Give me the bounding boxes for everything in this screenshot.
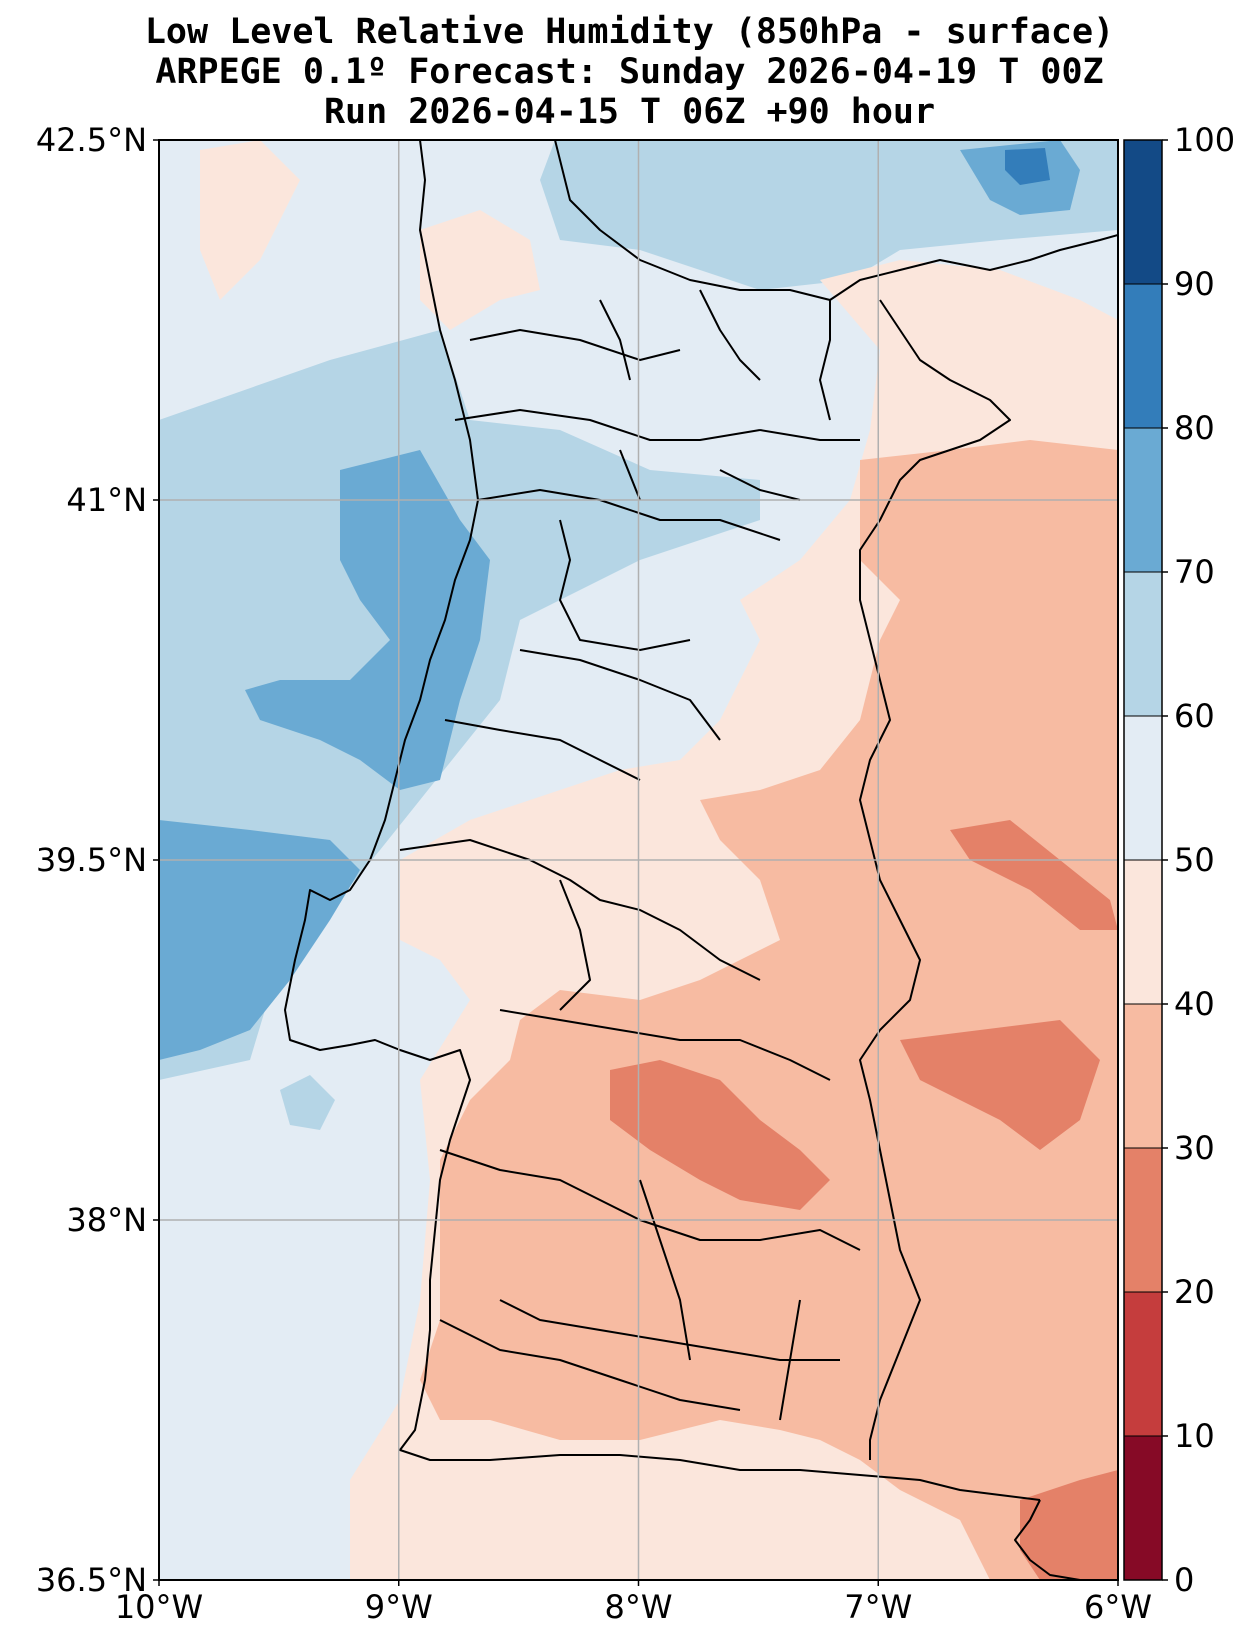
colorbar-segment [1124,860,1162,1004]
gridlines [159,140,1118,1580]
colorbar-label: 20 [1174,1273,1215,1311]
colorbar-segment [1124,140,1162,284]
title-line-2: ARPEGE 0.1º Forecast: Sunday 2026-04-19 … [155,52,1104,92]
humidity-field-30-40 [420,440,1118,1580]
humidity-field-70-80 [245,450,490,790]
humidity-field-20-30 [1020,1470,1118,1580]
colorbar-label: 80 [1174,409,1215,447]
longitude-tick-label: 7°W [844,1588,912,1626]
district-boundaries-north [599,289,860,501]
longitude-tick-label: 9°W [365,1588,433,1626]
latitude-tick-label: 42.5°N [36,121,147,159]
humidity-field-20-30 [610,1060,830,1210]
humidity-field-20-30 [950,820,1118,930]
border-north [554,140,1118,301]
humidity-field-60-70 [280,1075,335,1130]
colorbar-segment [1124,1436,1162,1580]
colorbar-segment [1124,284,1162,428]
colorbar-segment [1124,1004,1162,1148]
latitude-tick-label: 38°N [66,1201,147,1239]
title-line-3: Run 2026-04-15 T 06Z +90 hour [323,92,936,132]
colorbar-segment [1124,1292,1162,1436]
colorbar-segment [1124,716,1162,860]
latitude-tick-labels: 36.5°N 38°N 39.5°N 41°N 42.5°N [36,121,159,1599]
colorbar-label: 70 [1174,553,1215,591]
humidity-field-40-50 [420,210,540,330]
border-spain-portugal-east [859,299,1011,1460]
latitude-tick-label: 36.5°N [36,1561,147,1599]
colorbar-label: 0 [1174,1561,1194,1599]
humidity-field-70-80 [159,820,360,1060]
longitude-tick-label: 8°W [605,1588,673,1626]
colorbar-segment [1124,572,1162,716]
longitude-tick-label: 6°W [1084,1588,1152,1626]
boundaries [284,140,1118,1580]
colorbar-label: 60 [1174,697,1215,735]
colorbar-label: 90 [1174,265,1215,303]
coastline-west [284,140,1041,1501]
colorbar-label: 50 [1174,841,1215,879]
colorbar-label: 30 [1174,1129,1215,1167]
colorbar-segment [1124,1148,1162,1292]
longitude-tick-label: 10°W [115,1588,203,1626]
colorbar-frame [1123,139,1163,1581]
map-plot-area [159,140,1118,1580]
latitude-tick-label: 41°N [66,481,147,519]
colorbar: 0 10 20 30 40 50 60 70 80 90 100 [1123,121,1235,1599]
humidity-field-40-50 [200,140,300,300]
map-title: Low Level Relative Humidity (850hPa - su… [0,12,1259,132]
colorbar-label: 100 [1174,121,1235,159]
humidity-field-20-30 [900,1020,1100,1150]
title-line-1: Low Level Relative Humidity (850hPa - su… [144,12,1115,52]
coastline-southeast [1014,1499,1081,1580]
colorbar-segment [1124,428,1162,572]
colorbar-label: 40 [1174,985,1215,1023]
humidity-field-80-90 [1005,148,1050,185]
latitude-tick-label: 39.5°N [36,841,147,879]
longitude-tick-labels: 10°W 9°W 8°W 7°W 6°W [115,1580,1152,1626]
humidity-field-60-70 [540,140,1118,290]
colorbar-label: 10 [1174,1417,1215,1455]
